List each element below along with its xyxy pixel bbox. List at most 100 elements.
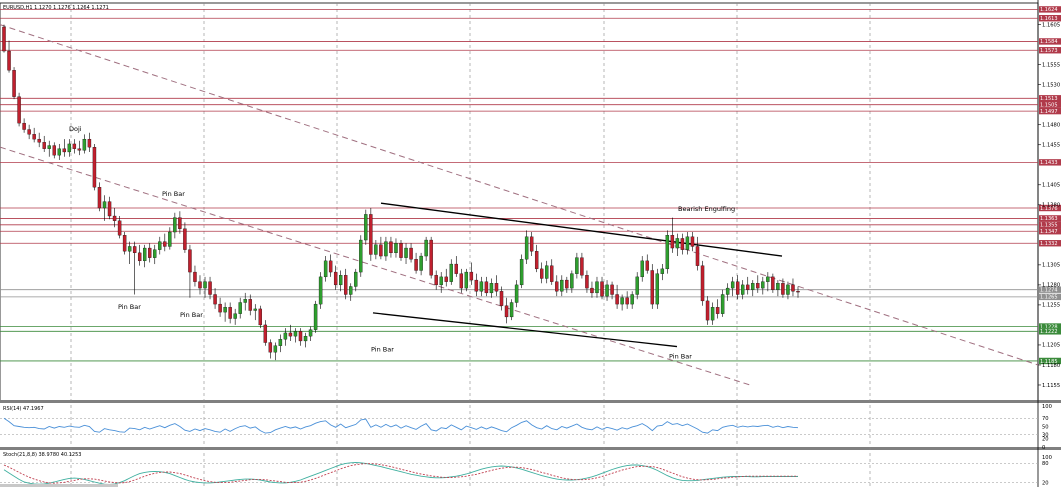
candle-body (524, 236, 529, 260)
candle-body (705, 300, 710, 321)
candle-body (585, 275, 589, 289)
candle-body (72, 143, 77, 149)
candle-body (796, 291, 800, 293)
candle-body (459, 273, 464, 289)
candle-body (243, 299, 247, 303)
candle-body (439, 276, 443, 286)
candle-body (303, 335, 308, 342)
candle-body (685, 236, 690, 250)
rsi-tick-label: 50 (1042, 424, 1049, 430)
candle-body (404, 247, 408, 258)
grid-lines (70, 3, 871, 487)
candle-body (12, 70, 16, 97)
candle-body (630, 294, 634, 305)
level-tag (1039, 6, 1061, 13)
price-tick-label: 1.1155 (1042, 383, 1060, 389)
level-tag (1039, 204, 1061, 212)
candle-body (494, 283, 499, 292)
candle-body (153, 249, 157, 258)
candle-body (489, 283, 494, 294)
level-tag (1039, 38, 1061, 45)
candle-body (640, 260, 644, 278)
candle-body (504, 305, 509, 318)
pane-separator-stoch (0, 447, 1061, 450)
stoch-tick-label: 100 (1042, 455, 1052, 461)
candle-body (710, 307, 715, 321)
candle-body (600, 281, 604, 297)
candle-body (37, 138, 41, 143)
candle-body (756, 283, 760, 289)
candle-body (198, 281, 202, 289)
symbol-header: EURUSD,H1 1.1270 1.1276 1.1264 1.1271 (3, 5, 109, 11)
level-tag (1039, 107, 1061, 115)
candle-body (87, 138, 92, 148)
candle-body (32, 134, 36, 140)
candle-body (42, 142, 46, 149)
rsi-header: RSI(14) 47.1967 (3, 406, 44, 412)
level-tag-label: 1.1355 (1040, 223, 1058, 229)
candle-body (228, 307, 232, 319)
candle-body (102, 201, 107, 209)
candle-body (354, 271, 358, 287)
candle-body (298, 331, 303, 342)
level-tag-label: 1.1347 (1040, 229, 1058, 235)
level-tag (1039, 328, 1061, 335)
channel-lower-line (372, 312, 678, 348)
rsi-line (3, 417, 799, 434)
channel-upper-line (380, 202, 783, 257)
rsi-tick-label: 70 (1042, 416, 1049, 422)
candle-body (434, 275, 438, 286)
candle-body (540, 268, 544, 279)
candle-body (248, 299, 252, 311)
candle-body (67, 143, 72, 153)
candle-body (595, 281, 599, 294)
candle-body (414, 259, 418, 271)
pattern-annotation: Pin Bar (118, 303, 141, 311)
candle-body (384, 241, 388, 257)
candle-body (158, 241, 162, 250)
candle-body (776, 283, 780, 290)
level-tag (1039, 47, 1061, 54)
candle-body (374, 244, 378, 255)
candle-body (52, 145, 56, 156)
price-tick-label: 1.1280 (1042, 283, 1060, 289)
level-tag-label: 1.1363 (1040, 216, 1058, 222)
candle-body (625, 297, 629, 305)
candle-body (293, 331, 298, 337)
candle-body (27, 129, 31, 135)
candle-body (22, 122, 26, 130)
candle-body (474, 279, 479, 292)
candle-body (615, 294, 619, 305)
candle-body (665, 235, 670, 270)
level-tag-label: 1.1228 (1040, 324, 1058, 330)
level-tag-label: 1.1513 (1040, 96, 1058, 102)
candle-body (484, 281, 489, 294)
candle-body (454, 263, 458, 274)
candle-body (208, 281, 212, 295)
candle-body (761, 281, 765, 289)
level-tag (1039, 240, 1061, 247)
lower-dashed-trendline (0, 146, 751, 386)
rsi-tick-label: 100 (1042, 404, 1052, 410)
candle-body (429, 239, 433, 276)
candle-body (117, 220, 122, 236)
candle-body (193, 271, 197, 282)
price-tick-label: 1.1405 (1042, 183, 1060, 189)
candle-body (751, 283, 755, 290)
candle-body (364, 214, 368, 241)
candle-body (555, 281, 559, 292)
level-tag (1039, 95, 1061, 102)
candle-body (786, 284, 790, 295)
upper-dashed-trendline (0, 24, 1039, 366)
candle-body (449, 263, 453, 282)
candle-body (545, 265, 549, 279)
candle-body (213, 294, 217, 305)
candle-body (122, 235, 127, 252)
pattern-annotation: Pin Bar (180, 311, 203, 319)
level-tag (1039, 357, 1061, 365)
candle-body (349, 286, 353, 295)
level-tag-label: 1.1584 (1040, 39, 1058, 45)
candle-body (148, 247, 152, 258)
level-tag (1039, 159, 1061, 166)
level-tag-label: 1.1613 (1040, 16, 1058, 22)
